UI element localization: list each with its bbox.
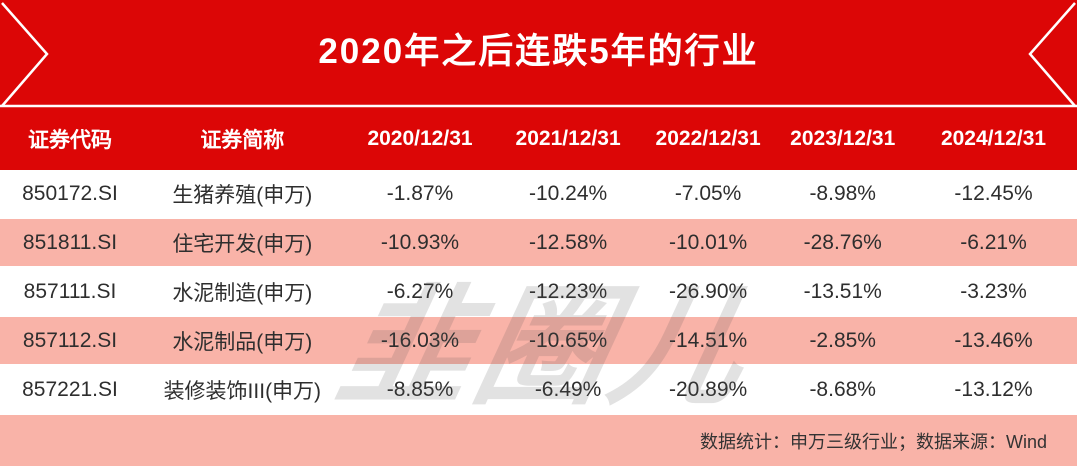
cell-name: 水泥制造(申万) [140,268,345,317]
cell-value: -14.51% [640,317,776,366]
cell-value: -3.23% [910,268,1077,317]
column-header-2022: 2022/12/31 [640,108,776,170]
page-title: 2020年之后连跌5年的行业 [318,32,759,71]
title-banner: 2020年之后连跌5年的行业 [0,0,1077,108]
cell-value: -6.49% [495,366,641,415]
cell-value: -13.46% [910,317,1077,366]
cell-name: 装修装饰III(申万) [140,366,345,415]
ribbon-chevron-left-icon [1,2,49,107]
table-header-row: 证券代码 证券简称 2020/12/31 2021/12/31 2022/12/… [0,108,1077,170]
cell-code: 857111.SI [0,268,140,317]
data-source-note: 数据统计：申万三级行业；数据来源：Wind [699,431,1047,452]
decline-table: 证券代码 证券简称 2020/12/31 2021/12/31 2022/12/… [0,108,1077,415]
cell-value: -12.23% [495,268,641,317]
cell-value: -7.05% [640,170,776,219]
cell-value: -16.03% [344,317,496,366]
footer-bar: 数据统计：申万三级行业；数据来源：Wind [0,415,1077,466]
cell-value: -10.65% [495,317,641,366]
cell-value: -13.51% [775,268,911,317]
cell-value: -6.21% [910,219,1077,268]
ribbon-chevron-right-icon [1028,2,1076,107]
cell-value: -8.85% [344,366,496,415]
cell-name: 水泥制品(申万) [140,317,345,366]
cell-value: -12.45% [910,170,1077,219]
cell-value: -8.98% [775,170,911,219]
table-row: 850172.SI 生猪养殖(申万) -1.87% -10.24% -7.05%… [0,170,1077,219]
cell-value: -2.85% [775,317,911,366]
table-row: 857112.SI 水泥制品(申万) -16.03% -10.65% -14.5… [0,317,1077,366]
cell-value: -6.27% [344,268,496,317]
cell-value: -28.76% [775,219,911,268]
cell-value: -10.01% [640,219,776,268]
column-header-2021: 2021/12/31 [495,108,641,170]
cell-value: -26.90% [640,268,776,317]
ribbon-decoration [0,2,1077,108]
column-header-name: 证券简称 [140,108,345,170]
table-row: 857111.SI 水泥制造(申万) -6.27% -12.23% -26.90… [0,268,1077,317]
cell-code: 857221.SI [0,366,140,415]
cell-value: -10.24% [495,170,641,219]
cell-value: -12.58% [495,219,641,268]
table-row: 857221.SI 装修装饰III(申万) -8.85% -6.49% -20.… [0,366,1077,415]
column-header-2024: 2024/12/31 [910,108,1077,170]
cell-value: -8.68% [775,366,911,415]
cell-value: -13.12% [910,366,1077,415]
cell-value: -20.89% [640,366,776,415]
cell-code: 851811.SI [0,219,140,268]
column-header-2023: 2023/12/31 [775,108,911,170]
cell-name: 住宅开发(申万) [140,219,345,268]
cell-code: 857112.SI [0,317,140,366]
cell-name: 生猪养殖(申万) [140,170,345,219]
column-header-code: 证券代码 [0,108,140,170]
cell-code: 850172.SI [0,170,140,219]
column-header-2020: 2020/12/31 [344,108,496,170]
table-row: 851811.SI 住宅开发(申万) -10.93% -12.58% -10.0… [0,219,1077,268]
cell-value: -1.87% [344,170,496,219]
cell-value: -10.93% [344,219,496,268]
